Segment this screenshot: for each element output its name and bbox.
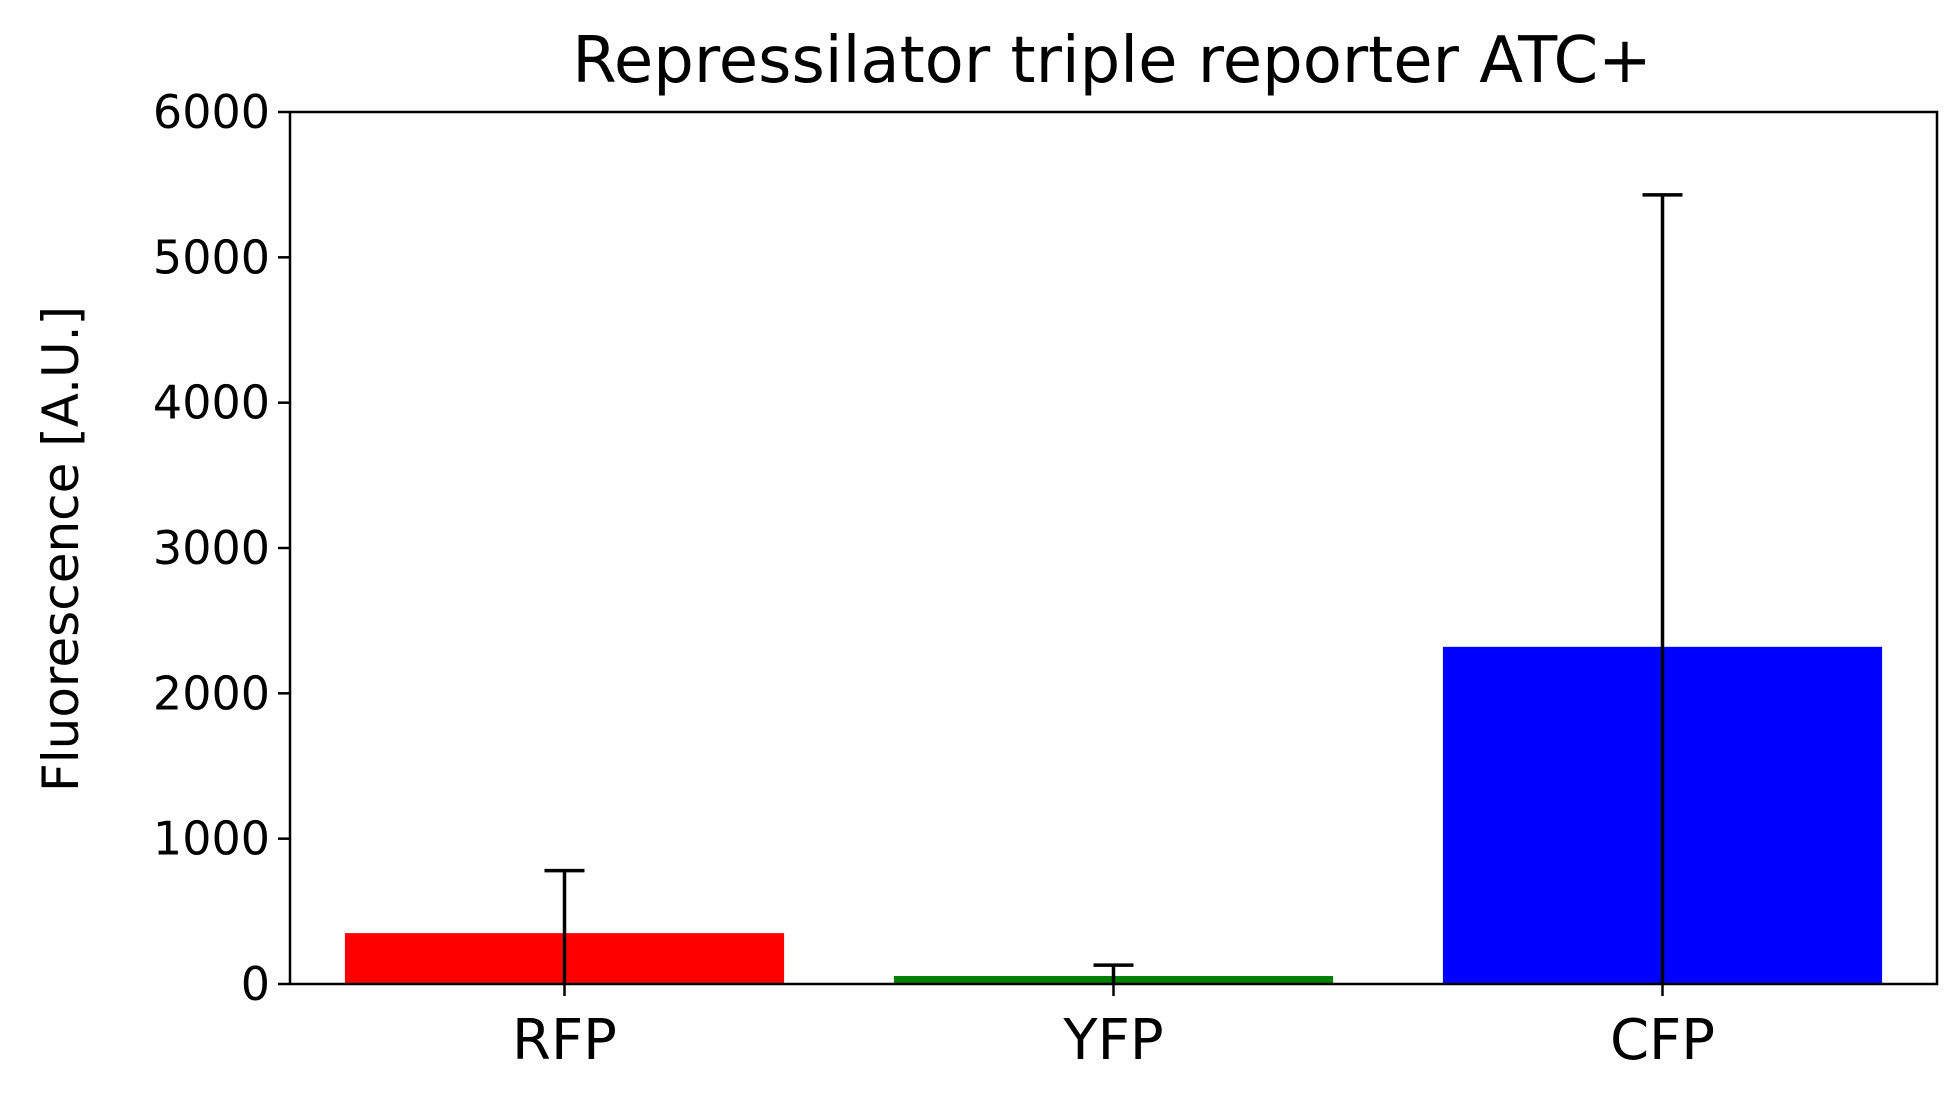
- errorbar-rfp: [544, 868, 585, 984]
- y-axis-label: Fluorescence [A.U.]: [32, 306, 90, 792]
- errorbar-cfp: [1642, 193, 1683, 984]
- ytick-label-2000: 2000: [153, 666, 270, 720]
- xtick-label-yfp: YFP: [1062, 1008, 1163, 1073]
- ytick-label-6000: 6000: [153, 85, 270, 139]
- xtick-label-cfp: CFP: [1610, 1008, 1715, 1073]
- ytick-label-5000: 5000: [153, 230, 270, 284]
- chart-title: Repressilator triple reporter ATC+: [572, 24, 1652, 98]
- ytick-label-4000: 4000: [153, 376, 270, 430]
- x-axis-ticks: RFP YFP CFP: [512, 984, 1715, 1073]
- ytick-label-1000: 1000: [153, 812, 270, 866]
- xtick-label-rfp: RFP: [512, 1008, 617, 1073]
- errorbar-yfp: [1093, 963, 1134, 984]
- ytick-label-0: 0: [241, 957, 270, 1011]
- plot-area-frame: [288, 110, 1939, 986]
- errorbars-layer: [544, 193, 1683, 984]
- ytick-label-3000: 3000: [153, 521, 270, 575]
- bars-layer: [344, 646, 1883, 984]
- y-axis-ticks: 0 1000 2000 3000 4000 5000 6000: [153, 85, 290, 1011]
